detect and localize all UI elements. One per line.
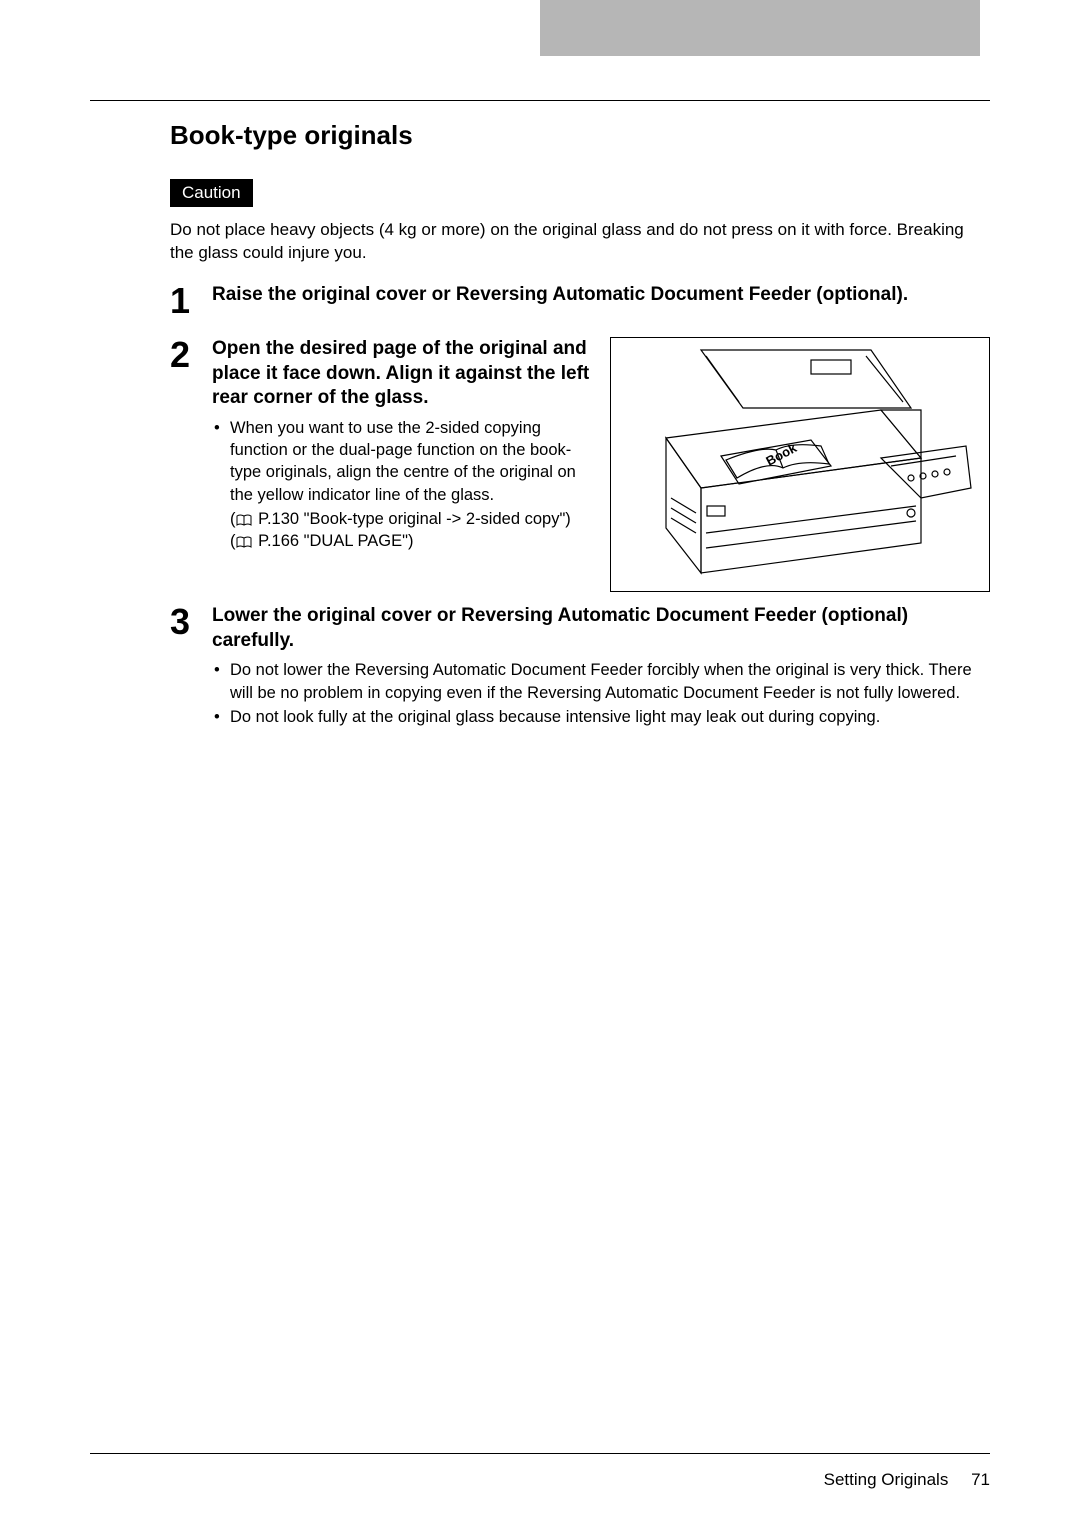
- step-3: 3 Lower the original cover or Reversing …: [170, 604, 990, 730]
- caution-label: Caution: [170, 179, 253, 207]
- step-3-heading: Lower the original cover or Reversing Au…: [212, 604, 990, 653]
- footer-page-number: 71: [971, 1470, 990, 1489]
- step-2-ref-1: ( P.130 "Book-type original -> 2-sided c…: [212, 508, 590, 530]
- copier-book-illustration: Book: [611, 338, 989, 591]
- step-3-bullets: Do not lower the Reversing Automatic Doc…: [212, 659, 990, 728]
- step-2-ref-2: ( P.166 "DUAL PAGE"): [212, 530, 590, 552]
- section-title: Book-type originals: [170, 120, 990, 151]
- top-rule: [90, 100, 990, 101]
- step-2-bullets: When you want to use the 2-sided copying…: [212, 417, 590, 506]
- step-3-bullet-1: Do not lower the Reversing Automatic Doc…: [230, 659, 990, 704]
- step-3-bullet-2: Do not look fully at the original glass …: [230, 706, 990, 728]
- step-1-number: 1: [170, 283, 212, 319]
- step-2-text-column: Open the desired page of the original an…: [212, 337, 590, 592]
- bottom-rule: [90, 1453, 990, 1454]
- header-gray-block: [540, 0, 980, 56]
- page-footer: Setting Originals 71: [824, 1470, 990, 1490]
- step-3-number: 3: [170, 604, 212, 730]
- step-2-ref-1-text: P.130 "Book-type original -> 2-sided cop…: [254, 510, 571, 528]
- step-2-body: Open the desired page of the original an…: [212, 337, 990, 592]
- step-2-figure-column: Book: [610, 337, 990, 592]
- book-ref-icon: [236, 536, 252, 548]
- footer-section: Setting Originals: [824, 1470, 949, 1489]
- step-1-body: Raise the original cover or Reversing Au…: [212, 283, 990, 319]
- step-2: 2 Open the desired page of the original …: [170, 337, 990, 592]
- step-1-heading: Raise the original cover or Reversing Au…: [212, 283, 990, 308]
- step-2-figure: Book: [610, 337, 990, 592]
- step-1: 1 Raise the original cover or Reversing …: [170, 283, 990, 319]
- book-ref-icon: [236, 514, 252, 526]
- step-2-bullet-1: When you want to use the 2-sided copying…: [230, 417, 590, 506]
- page: Book-type originals Caution Do not place…: [0, 0, 1080, 1526]
- caution-block: Caution Do not place heavy objects (4 kg…: [170, 179, 990, 265]
- step-2-row: Open the desired page of the original an…: [212, 337, 990, 592]
- caution-text: Do not place heavy objects (4 kg or more…: [170, 219, 990, 265]
- step-2-number: 2: [170, 337, 212, 592]
- content-area: Book-type originals Caution Do not place…: [170, 120, 990, 742]
- step-3-body: Lower the original cover or Reversing Au…: [212, 604, 990, 730]
- step-2-heading: Open the desired page of the original an…: [212, 337, 590, 411]
- step-2-ref-2-text: P.166 "DUAL PAGE"): [254, 532, 414, 550]
